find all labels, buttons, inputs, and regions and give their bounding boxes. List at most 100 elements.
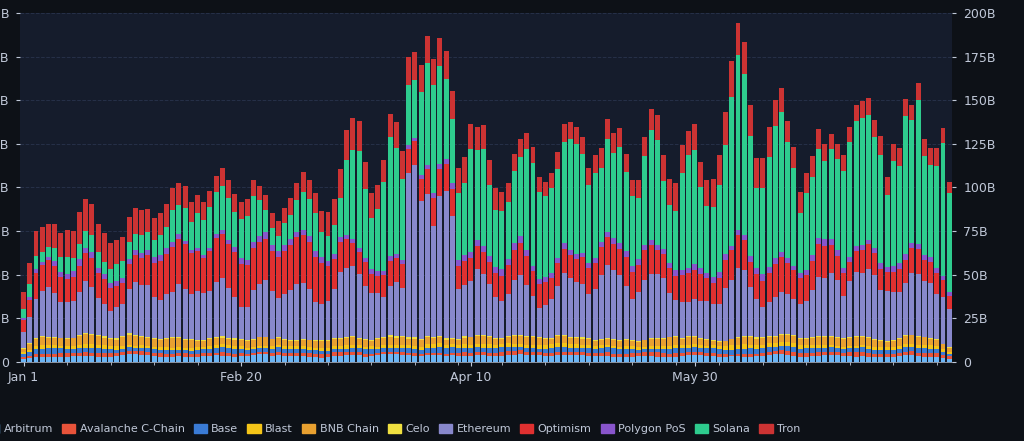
- Bar: [524, 336, 529, 337]
- Bar: [170, 350, 175, 354]
- Bar: [109, 269, 113, 283]
- Bar: [288, 346, 293, 348]
- Bar: [437, 336, 442, 337]
- Bar: [717, 154, 722, 185]
- Bar: [413, 164, 418, 337]
- Bar: [282, 348, 287, 353]
- Bar: [785, 346, 791, 351]
- Bar: [400, 337, 406, 345]
- Bar: [188, 348, 194, 351]
- Bar: [530, 147, 536, 164]
- Bar: [89, 287, 94, 334]
- Bar: [369, 269, 374, 274]
- Bar: [947, 182, 951, 193]
- Bar: [717, 278, 722, 304]
- Bar: [251, 247, 256, 290]
- Bar: [642, 340, 647, 347]
- Bar: [611, 340, 616, 346]
- Bar: [338, 352, 343, 355]
- Bar: [804, 301, 809, 338]
- Bar: [437, 343, 442, 347]
- Bar: [822, 348, 827, 351]
- Bar: [127, 259, 132, 264]
- Bar: [773, 264, 778, 297]
- Bar: [275, 298, 281, 337]
- Bar: [500, 352, 505, 356]
- Bar: [909, 336, 914, 344]
- Bar: [567, 348, 572, 352]
- Bar: [145, 352, 151, 355]
- Bar: [567, 337, 572, 338]
- Bar: [773, 258, 778, 264]
- Bar: [127, 333, 132, 335]
- Bar: [413, 339, 418, 345]
- Bar: [326, 348, 331, 351]
- Bar: [158, 235, 163, 255]
- Bar: [674, 300, 678, 336]
- Bar: [301, 356, 305, 362]
- Bar: [295, 356, 299, 362]
- Bar: [40, 357, 45, 362]
- Bar: [34, 299, 39, 337]
- Bar: [95, 252, 100, 268]
- Bar: [65, 274, 70, 280]
- Bar: [474, 352, 479, 355]
- Bar: [350, 348, 355, 352]
- Bar: [133, 354, 138, 362]
- Bar: [115, 340, 119, 347]
- Bar: [587, 348, 592, 353]
- Bar: [65, 280, 70, 303]
- Bar: [474, 269, 479, 336]
- Bar: [226, 198, 231, 240]
- Bar: [176, 356, 181, 362]
- Bar: [350, 336, 355, 337]
- Bar: [239, 340, 244, 346]
- Bar: [89, 204, 94, 235]
- Bar: [407, 348, 412, 353]
- Bar: [456, 340, 461, 345]
- Bar: [828, 345, 834, 348]
- Bar: [251, 340, 256, 347]
- Bar: [232, 340, 238, 346]
- Bar: [530, 296, 536, 336]
- Bar: [494, 188, 499, 210]
- Bar: [698, 274, 703, 301]
- Bar: [767, 352, 771, 355]
- Bar: [885, 341, 890, 347]
- Bar: [58, 302, 63, 338]
- Bar: [792, 147, 797, 168]
- Bar: [767, 336, 771, 337]
- Bar: [381, 345, 386, 348]
- Bar: [450, 183, 455, 189]
- Bar: [711, 348, 716, 353]
- Bar: [65, 339, 70, 346]
- Bar: [77, 336, 82, 345]
- Bar: [362, 286, 368, 339]
- Bar: [717, 304, 722, 341]
- Bar: [369, 293, 374, 340]
- Bar: [133, 208, 138, 234]
- Bar: [152, 349, 157, 353]
- Bar: [934, 268, 939, 273]
- Bar: [779, 88, 784, 112]
- Bar: [668, 346, 672, 349]
- Bar: [307, 289, 312, 340]
- Bar: [109, 346, 113, 349]
- Bar: [922, 336, 927, 337]
- Bar: [660, 339, 666, 346]
- Bar: [220, 234, 225, 278]
- Bar: [344, 349, 349, 351]
- Bar: [909, 344, 914, 347]
- Bar: [425, 337, 430, 344]
- Bar: [779, 252, 784, 258]
- Bar: [543, 349, 548, 353]
- Bar: [648, 356, 653, 362]
- Bar: [307, 236, 312, 242]
- Bar: [494, 356, 499, 362]
- Bar: [170, 354, 175, 357]
- Bar: [450, 216, 455, 338]
- Bar: [450, 189, 455, 216]
- Bar: [214, 338, 219, 345]
- Bar: [555, 352, 560, 355]
- Bar: [897, 166, 902, 263]
